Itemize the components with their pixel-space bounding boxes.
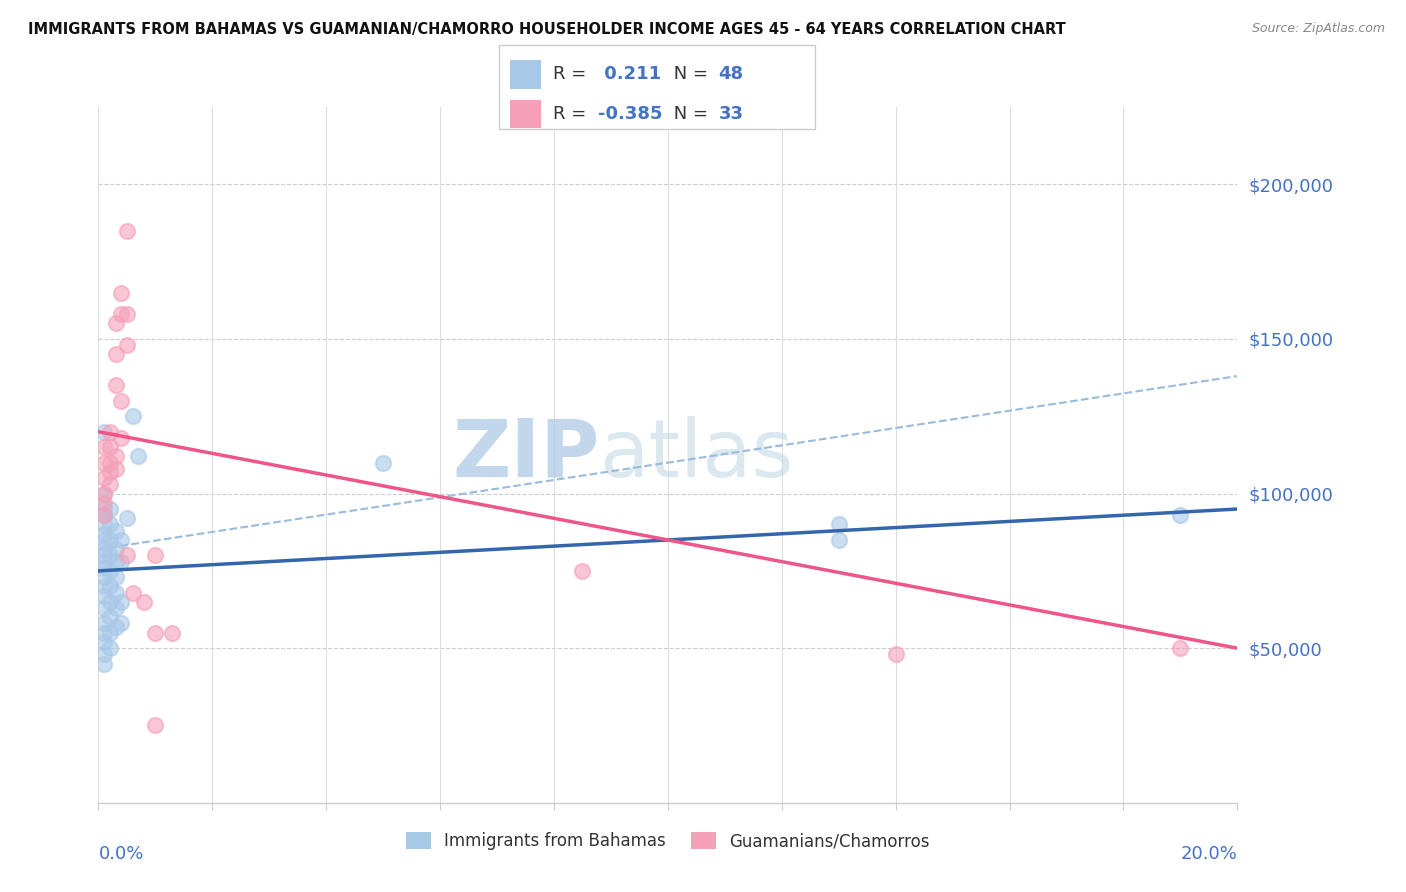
Point (115, 549, 138, 563)
Point (93, 517, 115, 532)
Legend: Immigrants from Bahamas, Guamanians/Chamorros: Immigrants from Bahamas, Guamanians/Cham… (399, 826, 936, 857)
Point (145, 625, 167, 640)
Text: R =: R = (553, 105, 592, 123)
Point (98, 610, 121, 624)
Point (1170, 508, 1192, 523)
Text: 0.211: 0.211 (598, 65, 661, 83)
Point (93, 579, 115, 593)
Point (93, 486, 115, 500)
Point (145, 718, 167, 732)
Point (104, 555, 127, 569)
Point (93, 471, 115, 485)
Point (93, 440, 115, 454)
Point (93, 486, 115, 500)
Text: IMMIGRANTS FROM BAHAMAS VS GUAMANIAN/CHAMORRO HOUSEHOLDER INCOME AGES 45 - 64 YE: IMMIGRANTS FROM BAHAMAS VS GUAMANIAN/CHA… (28, 22, 1066, 37)
Point (98, 549, 121, 563)
Point (98, 440, 121, 454)
Point (127, 450, 149, 464)
Point (98, 533, 121, 547)
Point (98, 502, 121, 516)
Point (104, 585, 127, 599)
Point (104, 317, 127, 331)
Point (98, 564, 121, 578)
Point (93, 601, 115, 615)
Point (110, 533, 132, 547)
Point (93, 625, 115, 640)
Text: -0.385: -0.385 (598, 105, 662, 123)
Point (93, 508, 115, 523)
Point (93, 425, 115, 439)
Point (115, 307, 138, 321)
Text: ZIP: ZIP (453, 416, 599, 494)
Point (110, 307, 132, 321)
Point (828, 533, 851, 547)
Point (93, 456, 115, 470)
Point (110, 595, 132, 609)
Point (121, 409, 143, 424)
Text: N =: N = (668, 65, 714, 83)
Point (93, 657, 115, 671)
Point (98, 465, 121, 479)
Point (98, 641, 121, 656)
Point (104, 462, 127, 476)
Point (110, 555, 132, 569)
Point (571, 564, 593, 578)
Text: atlas: atlas (599, 416, 794, 494)
Point (110, 393, 132, 408)
Point (98, 477, 121, 491)
Point (132, 595, 155, 609)
Point (104, 378, 127, 392)
Text: R =: R = (553, 65, 592, 83)
Text: 33: 33 (718, 105, 744, 123)
Text: Source: ZipAtlas.com: Source: ZipAtlas.com (1251, 22, 1385, 36)
Point (115, 338, 138, 352)
Point (110, 431, 132, 445)
Point (1170, 641, 1192, 656)
Point (104, 601, 127, 615)
Point (93, 526, 115, 541)
Text: N =: N = (668, 105, 714, 123)
Point (93, 555, 115, 569)
Point (98, 456, 121, 470)
Text: 48: 48 (718, 65, 744, 83)
Point (104, 450, 127, 464)
Point (93, 542, 115, 557)
Point (98, 595, 121, 609)
Point (104, 524, 127, 538)
Point (115, 224, 138, 238)
Text: 20.0%: 20.0% (1181, 845, 1237, 863)
Point (110, 616, 132, 631)
Point (93, 616, 115, 631)
Text: 0.0%: 0.0% (98, 845, 143, 863)
Point (98, 517, 121, 532)
Point (93, 589, 115, 603)
Point (162, 625, 184, 640)
Point (145, 549, 167, 563)
Point (884, 648, 907, 662)
Point (93, 648, 115, 662)
Point (93, 496, 115, 510)
Point (115, 511, 138, 525)
Point (828, 517, 851, 532)
Point (93, 635, 115, 649)
Point (93, 570, 115, 584)
Point (373, 456, 395, 470)
Point (98, 425, 121, 439)
Point (93, 508, 115, 523)
Point (98, 625, 121, 640)
Point (93, 502, 115, 516)
Point (104, 347, 127, 361)
Point (104, 619, 127, 633)
Point (93, 549, 115, 563)
Point (104, 570, 127, 584)
Point (121, 585, 143, 599)
Point (93, 533, 115, 547)
Point (110, 285, 132, 300)
Point (93, 561, 115, 575)
Point (104, 542, 127, 557)
Point (98, 579, 121, 593)
